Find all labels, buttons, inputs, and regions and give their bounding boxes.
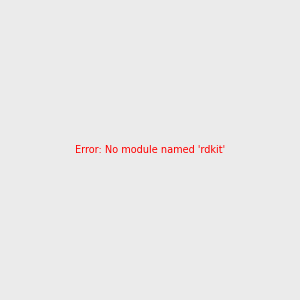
Text: Error: No module named 'rdkit': Error: No module named 'rdkit': [75, 145, 225, 155]
